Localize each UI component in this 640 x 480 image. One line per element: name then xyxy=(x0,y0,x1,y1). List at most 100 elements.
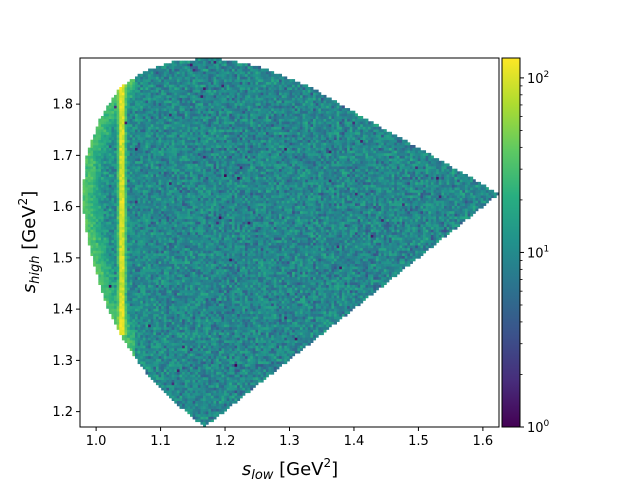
heatmap-cell xyxy=(148,284,152,288)
heatmap-cell xyxy=(174,60,178,64)
heatmap-cell xyxy=(127,282,131,286)
heatmap-cell xyxy=(106,126,110,130)
heatmap-cell xyxy=(150,268,154,272)
heatmap-cell xyxy=(163,255,167,259)
heatmap-cell xyxy=(116,271,120,275)
heatmap-cell xyxy=(134,284,138,288)
heatmap-cell xyxy=(197,147,201,151)
heatmap-cell xyxy=(205,155,209,159)
heatmap-cell xyxy=(119,126,123,130)
heatmap-cell xyxy=(150,197,154,201)
heatmap-cell xyxy=(119,229,123,233)
heatmap-cell xyxy=(111,221,115,225)
heatmap-cell xyxy=(111,242,115,246)
heatmap-cell xyxy=(106,274,110,278)
heatmap-cell xyxy=(192,379,196,383)
heatmap-cell xyxy=(129,163,133,167)
heatmap-cell xyxy=(195,413,199,417)
heatmap-cell xyxy=(100,218,104,222)
heatmap-cell xyxy=(155,355,159,359)
heatmap-cell xyxy=(176,137,180,141)
heatmap-cell xyxy=(203,303,207,307)
heatmap-cell xyxy=(163,155,167,159)
heatmap-cell xyxy=(119,260,123,264)
heatmap-cell xyxy=(153,363,157,367)
heatmap-cell xyxy=(134,134,138,138)
heatmap-cell xyxy=(200,176,204,180)
heatmap-cell xyxy=(132,205,136,209)
heatmap-cell xyxy=(179,173,183,177)
heatmap-cell xyxy=(203,374,207,378)
heatmap-cell xyxy=(197,292,201,296)
heatmap-cell xyxy=(116,208,120,212)
heatmap-cell xyxy=(205,216,209,220)
heatmap-cell xyxy=(197,353,201,357)
heatmap-cell xyxy=(189,168,193,172)
heatmap-cell xyxy=(166,282,170,286)
heatmap-cell xyxy=(184,332,188,336)
heatmap-cell xyxy=(142,139,146,143)
heatmap-cell xyxy=(100,163,104,167)
heatmap-cell xyxy=(184,202,188,206)
heatmap-cell xyxy=(195,115,199,119)
heatmap-cell xyxy=(137,73,141,77)
heatmap-cell xyxy=(197,324,201,328)
heatmap-cell xyxy=(103,210,107,214)
heatmap-cell xyxy=(142,355,146,359)
heatmap-cell xyxy=(176,376,180,380)
heatmap-cell xyxy=(169,168,173,172)
heatmap-cell xyxy=(166,108,170,112)
heatmap-cell xyxy=(205,384,209,388)
heatmap-cell xyxy=(166,181,170,185)
heatmap-cell xyxy=(161,311,165,315)
heatmap-cell xyxy=(114,250,118,254)
heatmap-cell xyxy=(187,405,191,409)
heatmap-cell xyxy=(155,171,159,175)
heatmap-cell xyxy=(166,224,170,228)
heatmap-cell xyxy=(108,195,112,199)
heatmap-cell xyxy=(137,158,141,162)
heatmap-cell xyxy=(100,129,104,133)
heatmap-cell xyxy=(184,266,188,270)
heatmap-cell xyxy=(163,342,167,346)
heatmap-cell xyxy=(197,347,201,351)
heatmap-cell xyxy=(93,195,97,199)
heatmap-cell xyxy=(111,173,115,177)
heatmap-cell xyxy=(103,118,107,122)
heatmap-cell xyxy=(169,253,173,257)
heatmap-cell xyxy=(132,253,136,257)
heatmap-cell xyxy=(142,284,146,288)
heatmap-cell xyxy=(124,239,128,243)
heatmap-cell xyxy=(182,168,186,172)
heatmap-cell xyxy=(155,226,159,230)
heatmap-cell xyxy=(137,347,141,351)
heatmap-cell xyxy=(98,123,102,127)
heatmap-cell xyxy=(197,97,201,101)
heatmap-cell xyxy=(134,300,138,304)
heatmap-cell xyxy=(189,84,193,88)
heatmap-cell xyxy=(142,84,146,88)
heatmap-cell xyxy=(150,108,154,112)
heatmap-cell xyxy=(158,334,162,338)
heatmap-cell xyxy=(200,400,204,404)
heatmap-cell xyxy=(171,113,175,117)
heatmap-cell xyxy=(182,208,186,212)
heatmap-cell xyxy=(124,340,128,344)
heatmap-cell xyxy=(161,253,165,257)
heatmap-cell xyxy=(153,205,157,209)
heatmap-cell xyxy=(153,316,157,320)
heatmap-cell xyxy=(119,202,123,206)
heatmap-cell xyxy=(106,258,110,262)
heatmap-cell xyxy=(197,340,201,344)
heatmap-cell xyxy=(200,292,204,296)
heatmap-cell xyxy=(166,118,170,122)
heatmap-cell xyxy=(124,105,128,109)
heatmap-cell xyxy=(140,342,144,346)
heatmap-cell xyxy=(116,202,120,206)
heatmap-cell xyxy=(166,144,170,148)
heatmap-cell xyxy=(205,313,209,317)
heatmap-cell xyxy=(166,63,170,67)
heatmap-cell xyxy=(184,279,188,283)
heatmap-cell xyxy=(161,189,165,193)
heatmap-cell xyxy=(184,324,188,328)
